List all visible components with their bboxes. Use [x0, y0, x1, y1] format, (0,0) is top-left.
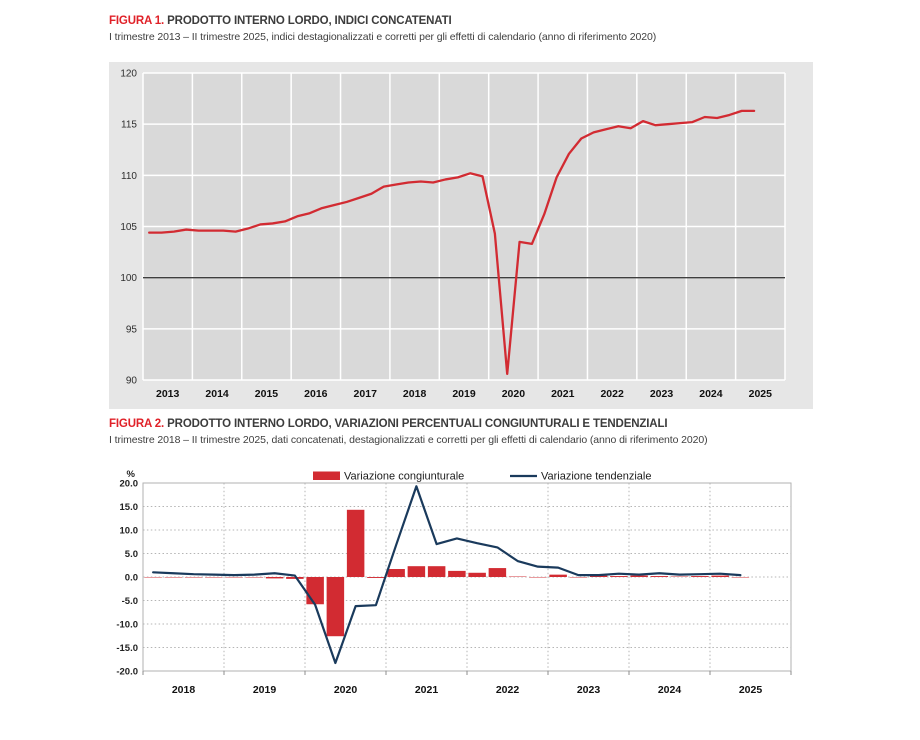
- figure1-y-axis-labels: 120 115 110 105 100 95 90: [120, 69, 137, 387]
- figure1-x-tick-label: 2025: [749, 388, 773, 400]
- gdp-index-chart: 120 115 110 105 100 95 90 2013 2014 2015 2016 2017 2…: [109, 62, 813, 409]
- figure1-y-tick-label: 115: [121, 120, 137, 131]
- figure1-x-tick-label: 2021: [551, 388, 575, 400]
- figure2-x-tick-label: 2018: [172, 684, 196, 696]
- figure2-y-tick-label: 20.0: [120, 479, 139, 490]
- legend-label-tendenziale: Variazione tendenziale: [541, 471, 651, 483]
- figure2-y-tick-label: 5.0: [125, 549, 138, 560]
- figure2-y-tick-label: -5.0: [122, 596, 138, 607]
- bar-congiunturale: [711, 575, 729, 577]
- bar-congiunturale: [346, 509, 365, 577]
- figure1-x-tick-label: 2020: [502, 388, 526, 400]
- figure1-subtitle: I trimestre 2013 – II trimestre 2025, in…: [109, 31, 657, 43]
- figure2-y-tick-label: -15.0: [116, 643, 138, 654]
- figure2-title-text: PRODOTTO INTERNO LORDO, VARIAZIONI PERCE…: [167, 418, 668, 430]
- bar-congiunturale: [650, 576, 669, 577]
- figure2-x-tick-label: 2021: [415, 684, 439, 696]
- figure2-y-axis-labels: 20.0 15.0 10.0 5.0 0.0 -5.0 -10.0 -15.0 -20.0: [116, 479, 138, 678]
- figure1-x-tick-label: 2016: [304, 388, 328, 400]
- bar-congiunturale: [387, 569, 405, 577]
- bar-congiunturale: [427, 566, 446, 577]
- figure2-x-axis-ticks: [142, 671, 792, 675]
- figure2-x-axis-labels: 2018 2019 2020 2021 2022 2023 2024 2025: [172, 684, 763, 696]
- figure2-subtitle: I trimestre 2018 – II trimestre 2025, da…: [109, 434, 708, 446]
- figure1-y-tick-label: 100: [120, 273, 137, 284]
- figure1-label: FIGURA 1.: [109, 15, 165, 27]
- figure1-x-tick-label: 2022: [600, 388, 624, 400]
- bar-congiunturale: [488, 568, 507, 577]
- figure1-x-tick-label: 2023: [650, 388, 674, 400]
- bar-congiunturale: [589, 575, 608, 577]
- bar-congiunturale: [326, 577, 345, 637]
- bar-congiunturale: [468, 572, 486, 577]
- figure2-header: FIGURA 2. PRODOTTO INTERNO LORDO, VARIAZ…: [109, 418, 829, 446]
- bar-congiunturale: [549, 574, 567, 577]
- gdp-index-line: [148, 109, 756, 376]
- bar-congiunturale: [610, 576, 628, 577]
- figure1-header: FIGURA 1. PRODOTTO INTERNO LORDO, INDICI…: [109, 15, 829, 43]
- figure2-x-tick-label: 2025: [739, 684, 763, 696]
- bar-congiunturale: [286, 577, 304, 579]
- figure1-y-tick-label: 105: [120, 222, 137, 233]
- figure2-x-tick-label: 2020: [334, 684, 358, 696]
- figure1-y-tick-label: 110: [121, 171, 137, 182]
- figure1-y-tick-label: 120: [120, 69, 137, 80]
- gdp-variations-chart: 20.0 15.0 10.0 5.0 0.0 -5.0 -10.0 -15.0 -20.0% 20…: [109, 465, 820, 705]
- figure1-y-tick-label: 95: [126, 324, 138, 335]
- tendenziale-line: [152, 485, 742, 665]
- bar-congiunturale: [407, 566, 426, 577]
- figure1-y-tick-label: 90: [126, 376, 138, 387]
- congiunturale-bars: [144, 509, 750, 637]
- figure1-x-tick-label: 2024: [699, 388, 723, 400]
- figure2-y-axis-unit-label: %: [127, 469, 136, 480]
- legend-label-congiunturale: Variazione congiunturale: [344, 471, 464, 483]
- figure2-legend: Variazione congiunturale Variazione tende…: [313, 471, 651, 483]
- figure1-title: FIGURA 1. PRODOTTO INTERNO LORDO, INDICI…: [109, 15, 829, 28]
- bar-congiunturale: [265, 577, 284, 579]
- figure2-x-tick-label: 2024: [658, 684, 682, 696]
- bar-congiunturale: [306, 577, 324, 605]
- figure1-x-tick-label: 2019: [452, 388, 476, 400]
- bar-congiunturale: [630, 575, 648, 577]
- figure2-y-tick-label: 10.0: [120, 526, 139, 537]
- figure1-x-tick-label: 2014: [205, 388, 229, 400]
- figure1-x-tick-label: 2015: [255, 388, 279, 400]
- bar-congiunturale: [448, 570, 466, 577]
- figure2-y-tick-label: -10.0: [116, 620, 138, 631]
- figure1-x-tick-label: 2013: [156, 388, 180, 400]
- bar-congiunturale: [367, 577, 385, 578]
- figure2-y-tick-label: -20.0: [116, 667, 138, 678]
- figure1-title-text: PRODOTTO INTERNO LORDO, INDICI CONCATENA…: [167, 15, 452, 27]
- figure2-label: FIGURA 2.: [109, 418, 165, 430]
- figure2-y-tick-label: 15.0: [120, 502, 139, 513]
- figure1-x-tick-label: 2018: [403, 388, 427, 400]
- figure2-gridlines: [143, 483, 791, 671]
- figure1-x-tick-label: 2017: [354, 388, 378, 400]
- figure1-x-axis-labels: 2013 2014 2015 2016 2017 2018 2019 2020 2021 2022…: [156, 388, 772, 400]
- bar-congiunturale: [691, 576, 709, 577]
- figure2-x-tick-label: 2019: [253, 684, 277, 696]
- figure2-x-tick-label: 2023: [577, 684, 601, 696]
- legend-swatch-congiunturale: [313, 471, 340, 480]
- figure2-title: FIGURA 2. PRODOTTO INTERNO LORDO, VARIAZ…: [109, 418, 829, 431]
- figure2-svg: 20.015.010.05.00.0-5.0-10.0-15.0-20.0%20…: [116, 469, 792, 696]
- figure2-y-tick-label: 0.0: [125, 573, 138, 584]
- figure2-x-tick-label: 2022: [496, 684, 520, 696]
